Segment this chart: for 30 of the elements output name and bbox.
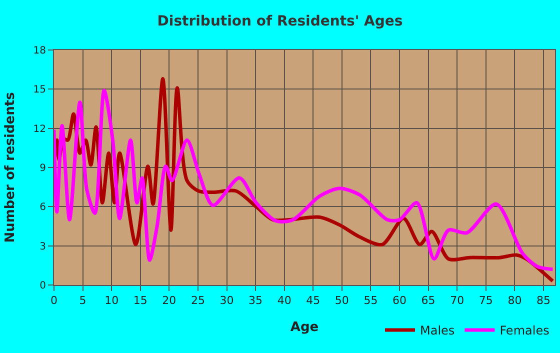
x-tick-label: 60 (392, 294, 407, 308)
x-tick-label: 80 (508, 294, 522, 308)
x-tick-label: 30 (220, 294, 234, 308)
x-tick-label: 50 (334, 294, 349, 308)
x-tick-label: 5 (79, 294, 86, 308)
y-tick-label: 9 (40, 163, 46, 174)
x-tick-label: 20 (162, 294, 176, 308)
legend-label: Females (500, 324, 550, 338)
x-tick-label: 0 (50, 294, 58, 308)
y-tick-label: 3 (40, 241, 46, 252)
x-tick-label: 65 (421, 294, 436, 308)
x-tick-label: 75 (478, 294, 493, 308)
y-tick-label: 6 (40, 202, 46, 214)
y-tick-label: 15 (33, 84, 46, 96)
x-tick-label: 85 (536, 294, 550, 308)
x-tick-label: 70 (450, 294, 464, 308)
x-axis-title: Age (290, 320, 319, 335)
x-tick-label: 10 (104, 294, 119, 308)
x-tick-label: 55 (364, 294, 378, 308)
y-tick-label: 12 (33, 124, 46, 135)
x-tick-label: 45 (306, 294, 320, 308)
y-axis-title: Number of residents (3, 92, 18, 243)
legend-label: Males (420, 324, 455, 338)
y-tick-label: 18 (33, 46, 46, 56)
x-tick-label: 40 (277, 294, 292, 308)
x-tick-label: 35 (248, 294, 263, 308)
x-tick-label: 25 (190, 294, 205, 308)
y-tick-label: 0 (40, 280, 46, 292)
chart-title: Distribution of Residents' Ages (157, 14, 403, 30)
x-tick-label: 15 (133, 294, 148, 308)
